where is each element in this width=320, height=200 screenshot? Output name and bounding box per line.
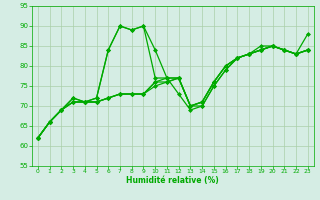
X-axis label: Humidité relative (%): Humidité relative (%): [126, 176, 219, 185]
